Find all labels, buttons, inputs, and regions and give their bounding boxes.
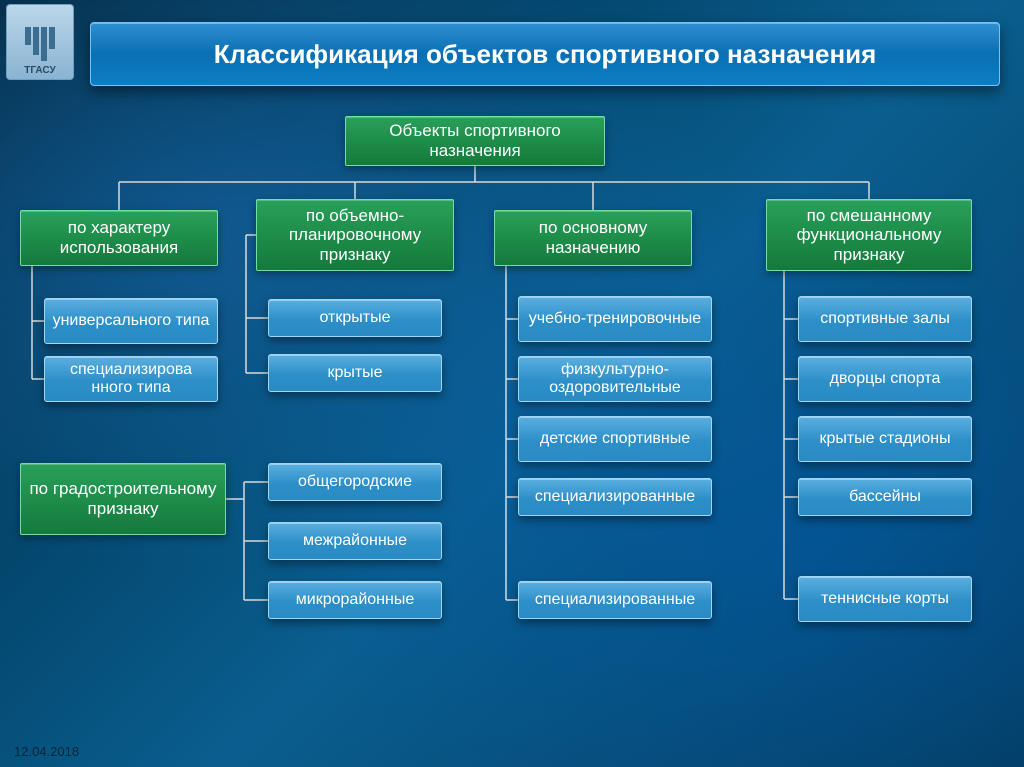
leaf-c4-2: крытые стадионы: [798, 416, 972, 462]
leaf-c3-0: учебно-тренировочные: [518, 296, 712, 342]
leaf-c4-0: спортивные залы: [798, 296, 972, 342]
leaf-c2-0: открытые: [268, 299, 442, 337]
title-bar: Классификация объектов спортивного назна…: [90, 22, 1000, 86]
leaf-c4-1: дворцы спорта: [798, 356, 972, 402]
root-node: Объекты спортивного назначения: [345, 116, 605, 166]
leaf-c4-3: бассейны: [798, 478, 972, 516]
category-c2: по объемно-планировочному признаку: [256, 199, 454, 271]
logo-bars-icon: [25, 27, 55, 61]
title-text: Классификация объектов спортивного назна…: [214, 39, 877, 70]
category-c5: по градостроительному признаку: [20, 463, 226, 535]
leaf-c2-1: крытые: [268, 354, 442, 392]
category-c3: по основному назначению: [494, 210, 692, 266]
leaf-c3-1: физкультурно-оздоровительные: [518, 356, 712, 402]
logo-label: ТГАСУ: [24, 65, 55, 76]
leaf-c5-2: микрорайонные: [268, 581, 442, 619]
leaf-c1-0: универсального типа: [44, 298, 218, 344]
logo: ТГАСУ: [6, 4, 74, 80]
leaf-c1-1: специализирова нного типа: [44, 356, 218, 402]
category-c1: по характеру использования: [20, 210, 218, 266]
date-footer: 12.04.2018: [14, 744, 79, 759]
slide: ТГАСУ Классификация объектов спортивного…: [0, 0, 1024, 767]
leaf-c4-4: теннисные корты: [798, 576, 972, 622]
leaf-c3-3: специализированные: [518, 478, 712, 516]
leaf-c5-0: общегородские: [268, 463, 442, 501]
leaf-c3-2: детские спортивные: [518, 416, 712, 462]
leaf-c3-4: специализированные: [518, 581, 712, 619]
leaf-c5-1: межрайонные: [268, 522, 442, 560]
category-c4: по смешанному функциональному признаку: [766, 199, 972, 271]
